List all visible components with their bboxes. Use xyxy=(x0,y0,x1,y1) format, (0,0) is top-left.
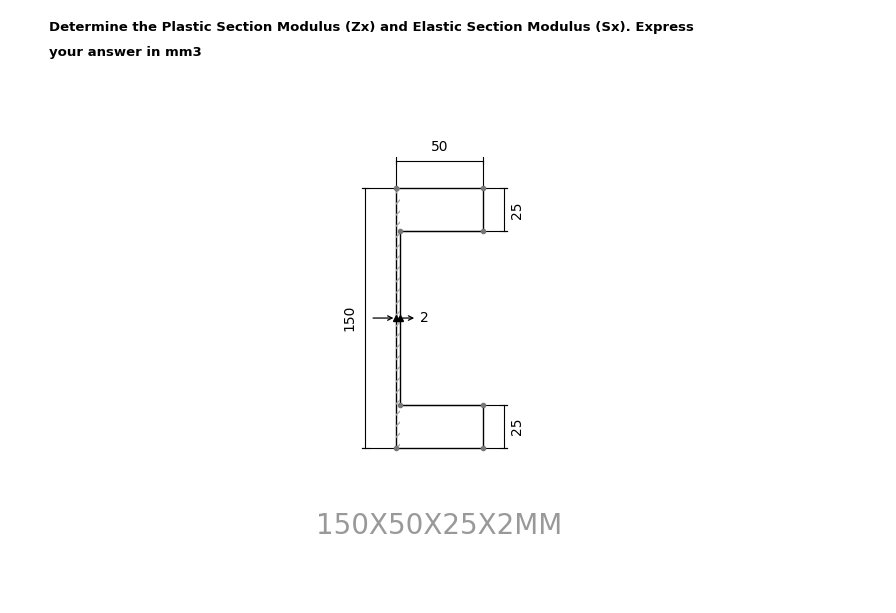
Bar xyxy=(396,188,400,448)
Text: 150: 150 xyxy=(342,305,357,331)
Text: 50: 50 xyxy=(431,140,448,154)
Polygon shape xyxy=(396,188,483,448)
Text: 2: 2 xyxy=(420,311,429,325)
Text: Determine the Plastic Section Modulus (Zx) and Elastic Section Modulus (Sx). Exp: Determine the Plastic Section Modulus (Z… xyxy=(49,21,694,34)
Text: 25: 25 xyxy=(511,201,524,219)
Text: 25: 25 xyxy=(511,417,524,435)
Text: your answer in mm3: your answer in mm3 xyxy=(49,46,202,59)
Text: 150X50X25X2MM: 150X50X25X2MM xyxy=(316,512,563,539)
